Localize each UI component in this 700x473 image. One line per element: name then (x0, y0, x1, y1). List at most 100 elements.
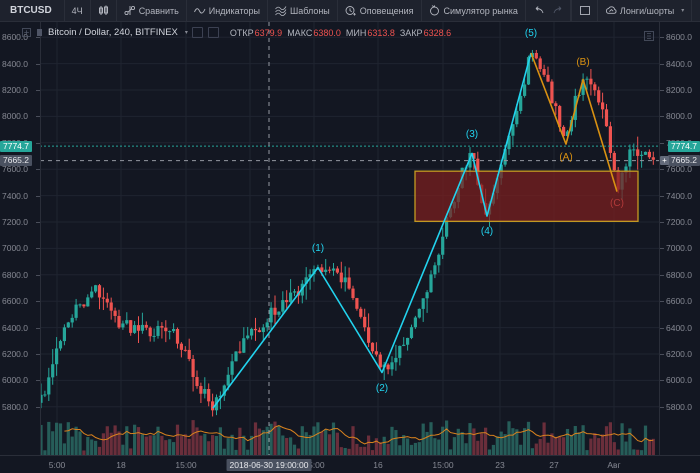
price-tick: 6000.0 (660, 375, 692, 385)
tick-dash (36, 169, 40, 171)
tick-dash (660, 169, 664, 171)
elliott-impulse-line[interactable] (212, 52, 532, 409)
low-value: 6313.8 (367, 27, 395, 38)
chart-plot-area[interactable]: (1) (2) (3) (4) (5) (A) (B) (C) (40, 22, 660, 458)
price-axis-right[interactable]: 8600.08400.08200.08000.07800.07600.07400… (659, 22, 700, 473)
chevron-down-icon: ▾ (681, 8, 685, 14)
pane-settings-icon[interactable] (207, 27, 219, 38)
longs-shorts-label: Лонги/шорты (619, 5, 675, 16)
templates-button[interactable]: Шаблоны (268, 0, 338, 22)
price-tick: 8400.0 (660, 59, 692, 69)
tick-dash (36, 116, 40, 118)
tick-dash (36, 90, 40, 91)
price-tick: 7400.0 (660, 191, 692, 201)
price-tick: 6200.0 (2, 349, 40, 359)
tick-dash (36, 222, 40, 223)
elliott-correction-line[interactable] (530, 52, 618, 192)
toolbar-spacer (570, 0, 572, 22)
replay-button[interactable]: Симулятор рынка (422, 0, 526, 22)
price-tick: 5800.0 (660, 402, 692, 412)
tick-dash (36, 195, 40, 197)
longs-shorts-button[interactable]: Лонги/шорты ▾ (598, 0, 693, 22)
legend-chevron-icon[interactable]: ▾ (184, 30, 188, 36)
alerts-label: Оповещения (359, 5, 414, 16)
crosshair-price-badge-right: 7665.2 (668, 155, 700, 167)
wave-label-4[interactable]: (4) (480, 225, 494, 237)
tick-dash (660, 195, 664, 197)
candlestick-series (40, 49, 655, 417)
last-price-badge-left: 7774.7 (0, 140, 32, 152)
tick-dash (36, 380, 40, 382)
price-tick: 8200.0 (660, 85, 692, 95)
price-tick: 7400.0 (2, 191, 40, 201)
high-value: 6380.0 (313, 27, 341, 38)
wave-label-3[interactable]: (3) (465, 129, 479, 141)
tick-dash (36, 327, 40, 329)
wave-label-C[interactable]: (C) (610, 197, 624, 209)
price-tick: 7600.0 (2, 164, 40, 174)
layout-button[interactable] (572, 0, 598, 22)
indicators-button[interactable]: Индикаторы (187, 0, 268, 22)
time-tick: Авг (607, 460, 621, 470)
tick-dash (660, 142, 664, 144)
tick-dash (660, 248, 664, 250)
time-tick: 16 (373, 460, 383, 470)
series-marker-icon (35, 28, 44, 37)
tick-dash (36, 406, 40, 408)
price-tick: 7600.0 (660, 164, 692, 174)
tick-dash (36, 274, 40, 276)
expand-icon[interactable] (22, 28, 31, 37)
wave-label-B[interactable]: (B) (576, 56, 590, 68)
cloud-icon (605, 5, 617, 16)
crosshair-time-badge: 2018-06-30 19:00:00 (226, 459, 312, 471)
compare-button[interactable]: Сравнить (117, 0, 187, 22)
zone-rectangle[interactable] (414, 170, 639, 222)
price-tick: 8600.0 (2, 32, 40, 42)
tick-dash (660, 301, 664, 303)
symbol-button[interactable]: BTCUSD (0, 0, 65, 22)
tick-dash (660, 274, 664, 276)
tick-dash (36, 248, 40, 250)
crosshair-plus-icon[interactable]: + (660, 156, 669, 166)
interval-button[interactable]: 4Ч (65, 0, 91, 22)
wave-label-1[interactable]: (1) (311, 242, 325, 254)
price-tick: 7200.0 (660, 217, 692, 227)
time-tick: 23 (495, 460, 505, 470)
time-tick: 15:00 (175, 460, 197, 470)
wave-label-5[interactable]: (5) (524, 28, 538, 40)
indicators-icon (193, 5, 206, 16)
tick-dash (36, 354, 40, 355)
time-axis[interactable]: 5:001815:002515:001615:002327Авг2018-06-… (0, 455, 700, 473)
tick-dash (660, 90, 664, 91)
price-tick: 6800.0 (660, 270, 692, 280)
wave-label-A[interactable]: (A) (559, 151, 573, 163)
eye-toggle-icon[interactable] (191, 27, 203, 38)
pane-settings-button[interactable] (644, 28, 654, 41)
redo-arrow-icon (552, 5, 563, 16)
alert-clock-icon (345, 5, 356, 16)
price-tick: 6600.0 (2, 296, 40, 306)
wave-label-2[interactable]: (2) (375, 382, 389, 394)
chart-type-button[interactable] (91, 0, 117, 22)
tick-dash (660, 37, 664, 39)
settings-button[interactable] (692, 0, 700, 22)
close-label: ЗАКР (399, 27, 423, 38)
tick-dash (36, 63, 40, 65)
tick-dash (36, 37, 40, 39)
undo-button[interactable] (526, 0, 548, 22)
high-label: МАКС (287, 27, 313, 38)
price-tick: 7000.0 (660, 243, 692, 253)
alerts-button[interactable]: Оповещения (338, 0, 422, 22)
time-tick: 5:00 (48, 460, 66, 470)
tick-dash (660, 63, 664, 65)
volume-ma-line (64, 425, 654, 445)
grid (40, 22, 660, 458)
price-tick: 8200.0 (2, 85, 40, 95)
series-title[interactable]: Bitcoin / Dollar, 240, BITFINEX (48, 27, 178, 38)
price-axis-left[interactable]: 8600.08400.08200.08000.07800.07600.07400… (0, 22, 41, 473)
tick-dash (660, 354, 664, 355)
price-tick: 6000.0 (2, 375, 40, 385)
price-tick: 6400.0 (2, 323, 40, 333)
price-tick: 6200.0 (660, 349, 692, 359)
redo-button[interactable] (548, 0, 571, 22)
